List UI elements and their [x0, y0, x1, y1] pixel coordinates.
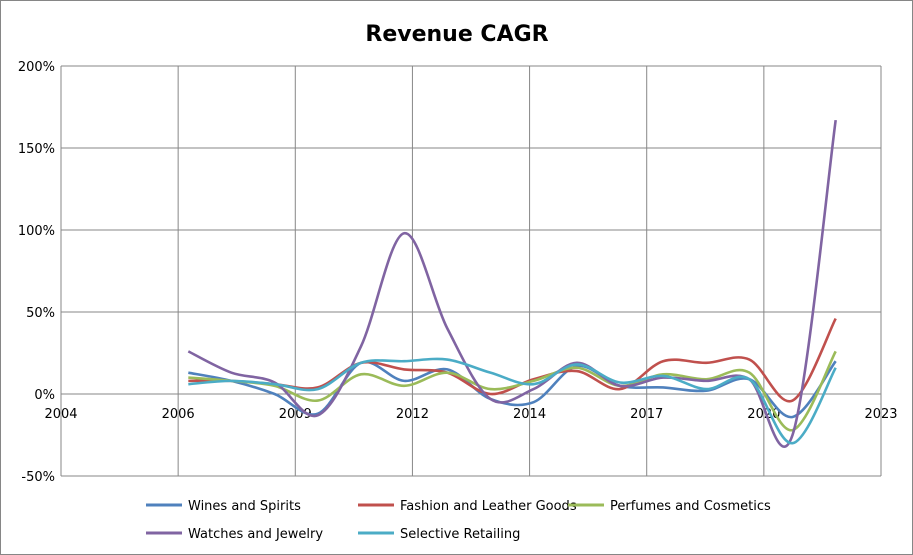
x-tick-label: 2023: [864, 407, 897, 422]
legend-label: Fashion and Leather Goods: [400, 499, 577, 514]
grid: -50%0%50%100%150%200%2004 2006 2009 2012 201…: [18, 60, 898, 485]
series-line-watches-and-jewelry: [187, 119, 837, 448]
legend-label: Perfumes and Cosmetics: [610, 499, 771, 514]
x-tick-label: 2014: [513, 407, 546, 422]
series-line-selective-retailing: [188, 357, 837, 445]
y-tick-label: 200%: [18, 60, 55, 75]
legend-label: Watches and Jewelry: [188, 527, 323, 542]
x-tick-label: 2017: [630, 407, 663, 422]
x-tick-label: 2004: [44, 407, 77, 422]
y-tick-label: 0%: [34, 388, 55, 403]
y-tick-label: 100%: [18, 224, 55, 239]
chart-title: Revenue CAGR: [365, 22, 548, 47]
y-tick-label: 150%: [18, 142, 55, 157]
series-lines: [187, 119, 837, 448]
y-tick-label: 50%: [26, 306, 55, 321]
x-tick-label: 2006: [162, 407, 195, 422]
legend-label: Selective Retailing: [400, 527, 520, 542]
legend: Wines and Spirits Fashion and Leather Goo…: [146, 499, 771, 542]
legend-label: Wines and Spirits: [188, 499, 301, 514]
y-tick-label: -50%: [21, 470, 55, 485]
x-tick-label: 2012: [396, 407, 429, 422]
series-line-wines-and-spirits: [188, 360, 837, 419]
